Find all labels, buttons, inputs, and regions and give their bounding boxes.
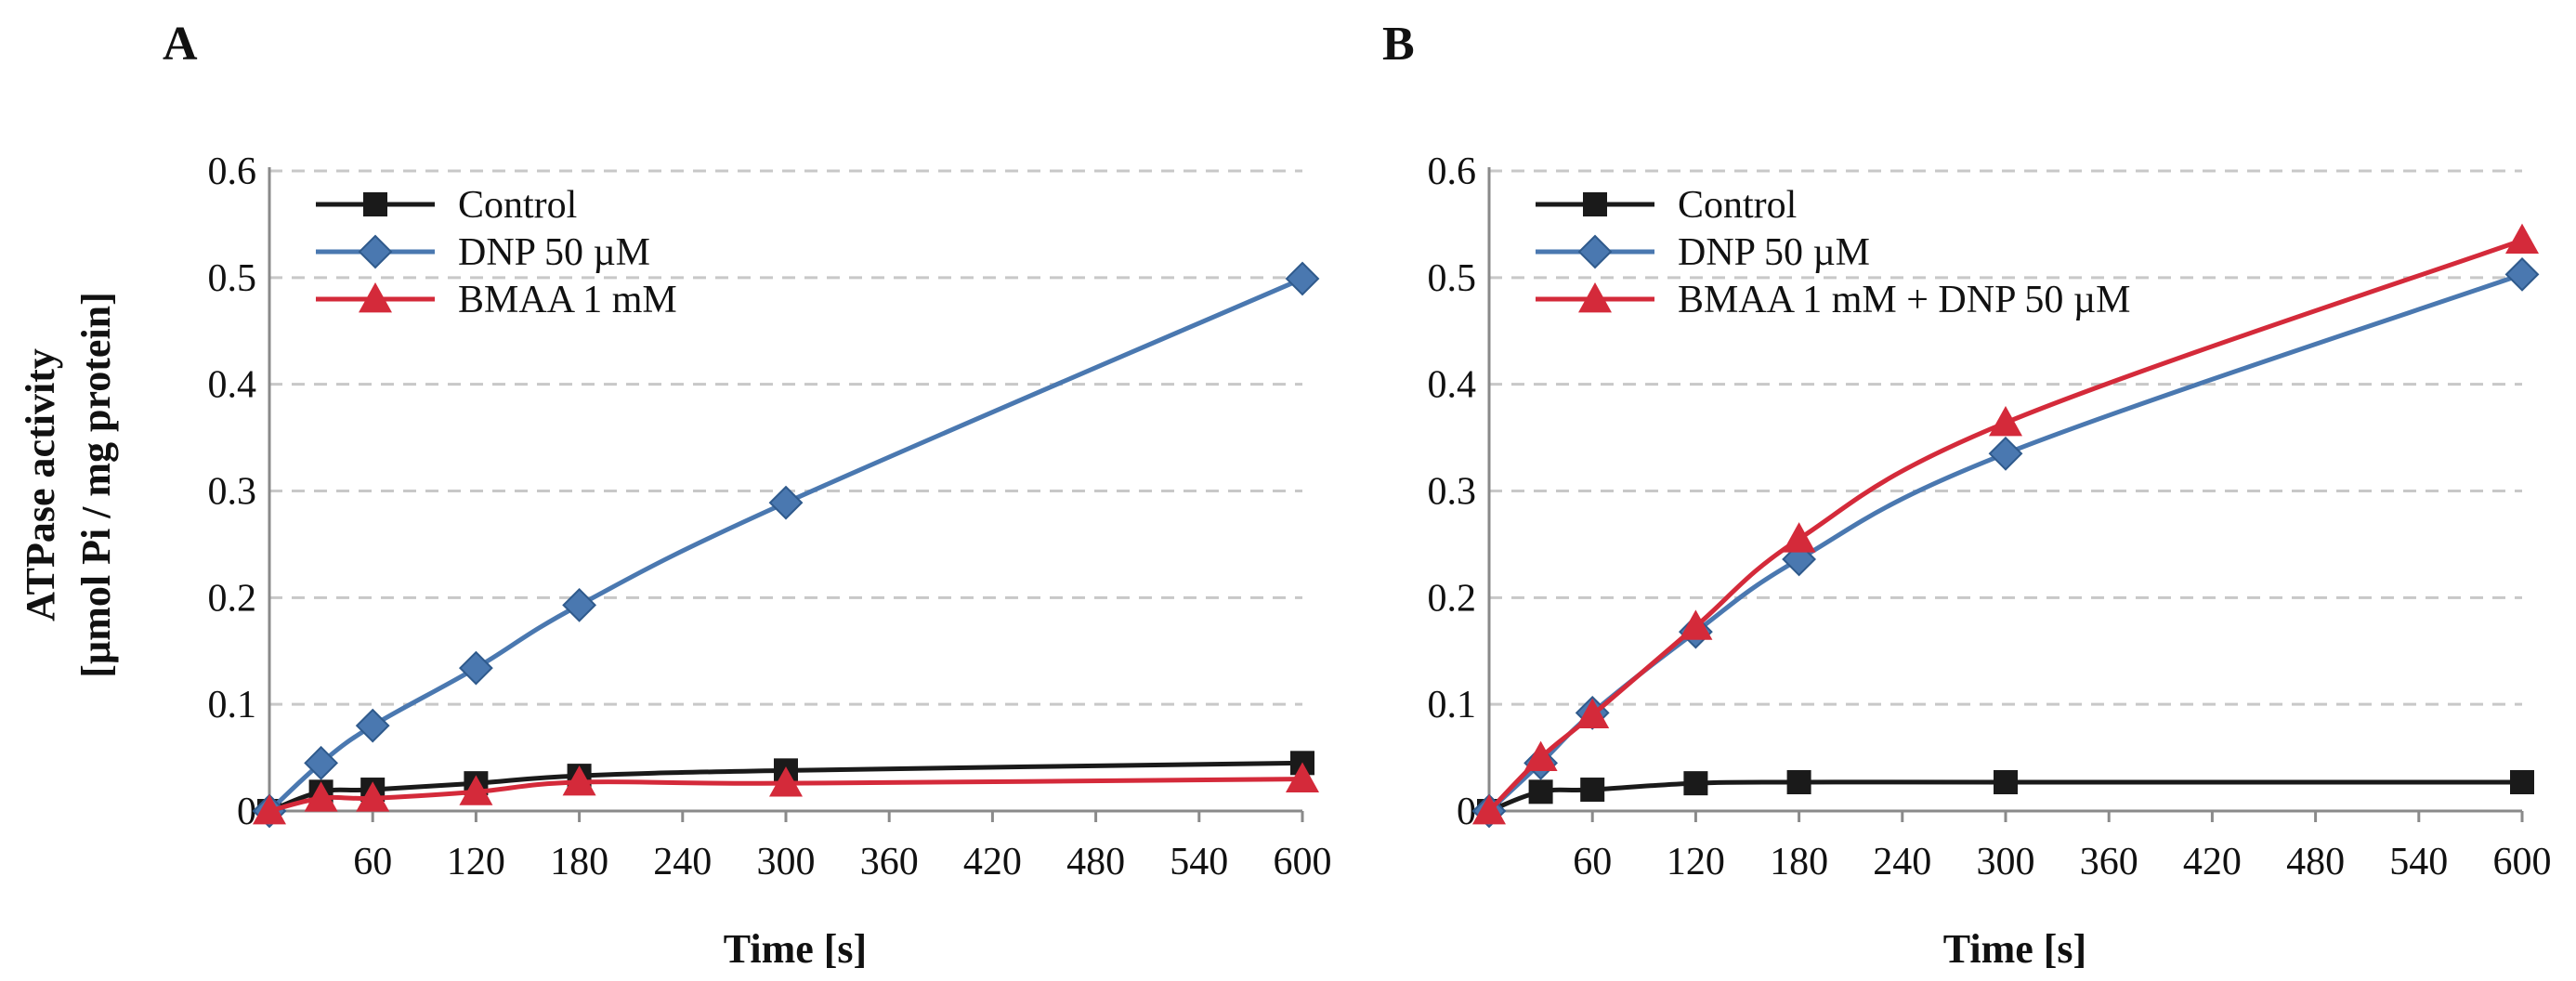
y-tick-label: 0 (1457, 791, 1476, 833)
legend-label: BMAA 1 mM (458, 279, 677, 321)
legend-marker (1577, 234, 1613, 269)
x-axis-label: Time [s] (724, 926, 867, 972)
x-tick-label: 600 (2493, 841, 2552, 883)
x-tick-label: 420 (2183, 841, 2242, 883)
data-point (1988, 436, 2023, 471)
series-line (1486, 271, 2525, 814)
legend-label: Control (458, 184, 577, 227)
data-point (1683, 771, 1708, 796)
series-bmaa-1-mm (253, 762, 1319, 825)
x-tick-label: 180 (1770, 841, 1828, 883)
x-tick-label: 360 (2080, 841, 2138, 883)
x-tick-label: 480 (1066, 841, 1125, 883)
data-point (459, 775, 493, 805)
data-point (253, 794, 286, 825)
x-tick-label: 360 (860, 841, 919, 883)
data-point (768, 485, 804, 520)
data-point (769, 766, 803, 797)
y-tick-label: 0.1 (1428, 684, 1477, 726)
legend-label: Control (1678, 184, 1797, 227)
legend-label: DNP 50 µM (1678, 231, 1870, 274)
panel-letter: A (163, 18, 198, 71)
series-line (1486, 238, 2525, 814)
data-point (562, 587, 597, 622)
legend-marker (1583, 192, 1607, 216)
y-tick-label: 0.4 (208, 364, 257, 407)
legend-marker (359, 282, 392, 313)
data-point (1989, 406, 2022, 437)
x-tick-label: 120 (447, 841, 505, 883)
data-point (1580, 778, 1605, 803)
x-tick-label: 120 (1667, 841, 1725, 883)
series-bmaa-1-mm-dnp-50-m (1472, 223, 2539, 825)
y-tick-label: 0.2 (1428, 577, 1477, 620)
legend-marker (1578, 282, 1612, 313)
x-tick-label: 420 (963, 841, 1022, 883)
panel-b: B 0 0.1 0.2 0.3 0.4 0.5 0.6 60 120 180 240 300 360 420… (1382, 18, 2552, 972)
data-point (1994, 769, 2018, 794)
x-tick-label: 60 (353, 841, 392, 883)
data-point (356, 781, 390, 812)
x-tick-label: 180 (550, 841, 608, 883)
data-point (1472, 794, 1506, 825)
y-axis-label-line1: ATPase activity (18, 348, 63, 621)
legend-label: BMAA 1 mM + DNP 50 µM (1678, 279, 2130, 321)
x-tick-label: 540 (1170, 841, 1228, 883)
y-tick-label: 0 (237, 791, 256, 833)
series-dnp-50-m (1471, 256, 2540, 829)
x-tick-label: 240 (1873, 841, 1931, 883)
y-axis-label-line2: [µmol Pi / mg protein] (73, 292, 119, 678)
series-line (267, 276, 1305, 814)
data-point (1285, 261, 1320, 296)
data-point (355, 708, 390, 743)
x-tick-label: 60 (1573, 841, 1612, 883)
y-tick-label: 0.6 (208, 150, 257, 193)
data-point (1782, 522, 1816, 553)
y-tick-label: 0.3 (1428, 471, 1477, 514)
x-tick-label: 300 (1977, 841, 2035, 883)
data-point (1786, 769, 1811, 794)
y-tick-label: 0.3 (208, 471, 257, 514)
y-tick-label: 0.6 (1428, 150, 1477, 193)
data-point (2504, 256, 2540, 292)
y-tick-label: 0.2 (208, 577, 257, 620)
data-point (2505, 223, 2539, 255)
series-dnp-50-m (252, 261, 1320, 829)
legend-marker (358, 234, 393, 269)
legend-marker (363, 192, 387, 216)
y-tick-label: 0.4 (1428, 364, 1477, 407)
y-tick-label: 0.5 (208, 257, 257, 300)
x-tick-label: 480 (2286, 841, 2345, 883)
data-point (562, 765, 596, 796)
y-tick-label: 0.5 (1428, 257, 1477, 300)
data-point (458, 650, 493, 686)
data-point (1523, 740, 1558, 771)
x-tick-label: 540 (2389, 841, 2448, 883)
x-tick-label: 240 (653, 841, 712, 883)
panel-a: A 0 0.1 0.2 0.3 0.4 0.5 0.6 60 120 180 240 300 360 420… (163, 18, 1332, 972)
data-point (1286, 762, 1319, 792)
y-tick-label: 0.1 (208, 684, 257, 726)
panel-letter: B (1382, 18, 1415, 71)
data-point (1679, 609, 1713, 640)
data-point (304, 781, 338, 812)
x-tick-label: 300 (757, 841, 816, 883)
data-point (1576, 698, 1610, 729)
x-tick-label: 600 (1274, 841, 1332, 883)
x-axis-label: Time [s] (1943, 926, 2086, 972)
legend-label: DNP 50 µM (458, 231, 650, 274)
data-point (1528, 779, 1553, 804)
data-point (2510, 769, 2534, 794)
data-point (304, 745, 339, 780)
